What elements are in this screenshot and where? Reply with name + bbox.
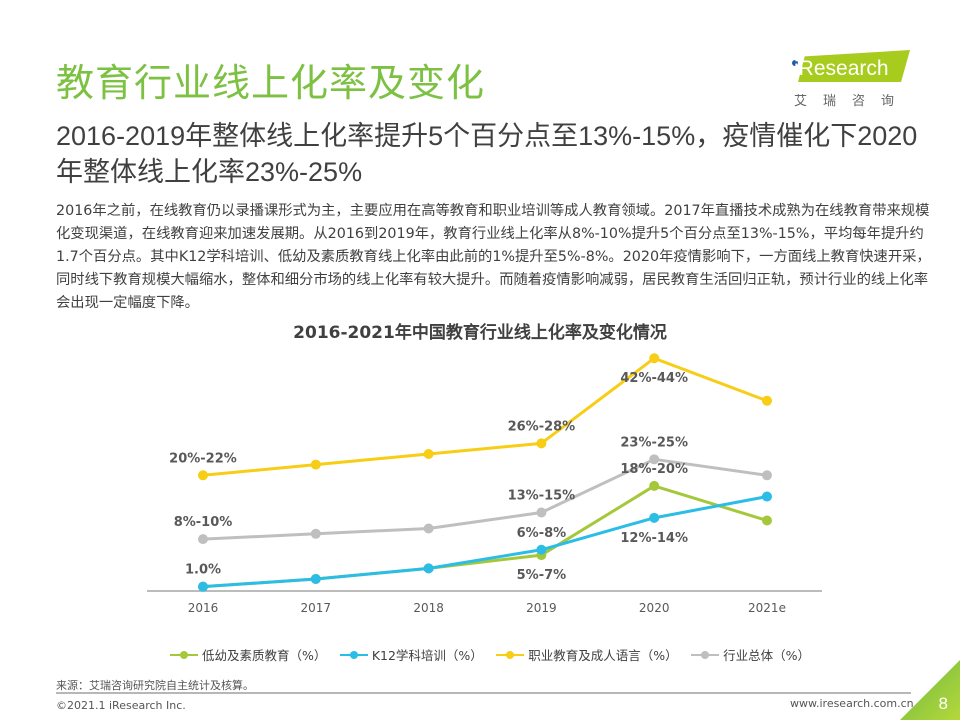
legend-label: 职业教育及成人语言（%） bbox=[528, 648, 678, 663]
logo-cn-text: 艾瑞咨询 bbox=[794, 94, 911, 109]
copyright: ©2021.1 iResearch Inc. bbox=[56, 699, 186, 712]
series-line bbox=[202, 356, 768, 477]
legend-label: K12学科培训（%） bbox=[371, 648, 483, 663]
logo-text: iResearch bbox=[794, 57, 889, 80]
data-label: 5%-7% bbox=[517, 568, 567, 583]
data-label: 18%-20% bbox=[620, 462, 688, 477]
data-label: 26%-28% bbox=[508, 419, 576, 434]
x-tick-label: 2020 bbox=[639, 601, 670, 615]
data-point bbox=[423, 449, 434, 459]
page-number: 8 bbox=[938, 694, 948, 713]
data-point bbox=[423, 563, 434, 574]
series-line bbox=[202, 495, 768, 589]
data-label: 12%-14% bbox=[620, 531, 688, 546]
data-label: 6%-8% bbox=[517, 526, 567, 541]
data-label: 8%-10% bbox=[174, 515, 233, 530]
legend-label: 低幼及素质教育（%） bbox=[202, 648, 327, 663]
page-title: 教育行业线上化率及变化 bbox=[56, 61, 486, 105]
logo-dot-icon bbox=[792, 60, 798, 66]
subtitle: 2016-2019年整体线上化率提升5个百分点至13%-15%，疫情催化下202… bbox=[56, 121, 918, 187]
data-label: 42%-44% bbox=[620, 371, 688, 386]
data-point bbox=[310, 528, 321, 539]
data-label: 20%-22% bbox=[169, 451, 237, 466]
legend-item: 职业教育及成人语言（%） bbox=[496, 645, 678, 664]
legend-label: 行业总体（%） bbox=[723, 648, 810, 663]
legend-swatch bbox=[496, 650, 525, 660]
data-label: 13%-15% bbox=[508, 489, 576, 504]
x-tick-label: 2016 bbox=[188, 601, 219, 615]
data-point bbox=[649, 353, 660, 364]
legend-swatch bbox=[170, 650, 198, 660]
data-label: 23%-25% bbox=[620, 435, 688, 450]
data-point bbox=[310, 459, 321, 470]
data-point bbox=[649, 512, 660, 523]
data-point bbox=[649, 454, 660, 465]
series-points bbox=[198, 353, 772, 592]
data-point bbox=[649, 480, 660, 491]
x-tick-label: 2019 bbox=[526, 601, 557, 615]
data-point bbox=[762, 470, 772, 481]
series-lines bbox=[202, 356, 768, 589]
data-point bbox=[198, 534, 208, 545]
website-link[interactable]: www.iresearch.com.cn bbox=[790, 697, 914, 710]
source-note: 来源：艾瑞咨询研究院自主统计及核算。 bbox=[56, 679, 254, 692]
legend-item: 低幼及素质教育（%） bbox=[170, 645, 326, 664]
legend-item: 行业总体（%） bbox=[691, 645, 810, 664]
data-point bbox=[310, 574, 321, 585]
data-label: 1.0% bbox=[185, 563, 221, 578]
legend-item: K12学科培训（%） bbox=[339, 645, 483, 664]
data-point bbox=[536, 507, 547, 518]
iresearch-logo: iResearch 艾瑞咨询 bbox=[790, 50, 920, 110]
footer-divider bbox=[56, 692, 911, 694]
data-point bbox=[762, 395, 772, 406]
body-paragraph: 2016年之前，在线教育仍以录播课形式为主，主要应用在高等教育和职业培训等成人教… bbox=[56, 203, 931, 311]
data-point bbox=[762, 491, 772, 502]
data-point bbox=[762, 515, 772, 526]
data-labels: 8%-10% 13%-15% 23%-25% 20%-22% 26%-28% 42%-44… bbox=[169, 371, 688, 583]
data-point bbox=[536, 544, 547, 555]
series-line bbox=[202, 457, 768, 541]
data-point bbox=[198, 470, 208, 481]
data-point bbox=[198, 581, 208, 592]
chart-legend: 低幼及素质教育（%） K12学科培训（%） 职业教育及成人语言（%） 行业总体（… bbox=[170, 645, 810, 664]
legend-swatch bbox=[691, 650, 720, 660]
x-tick-label: 2021e bbox=[748, 601, 786, 615]
x-tick-label: 2018 bbox=[413, 601, 444, 615]
x-tick-label: 2017 bbox=[301, 601, 332, 615]
x-tick-labels: 2016 2017 2018 2019 2020 2021e bbox=[188, 601, 786, 615]
legend-swatch bbox=[339, 650, 368, 660]
data-point bbox=[536, 438, 547, 449]
data-point bbox=[423, 523, 434, 534]
chart-title: 2016-2021年中国教育行业线上化率及变化情况 bbox=[293, 323, 667, 343]
